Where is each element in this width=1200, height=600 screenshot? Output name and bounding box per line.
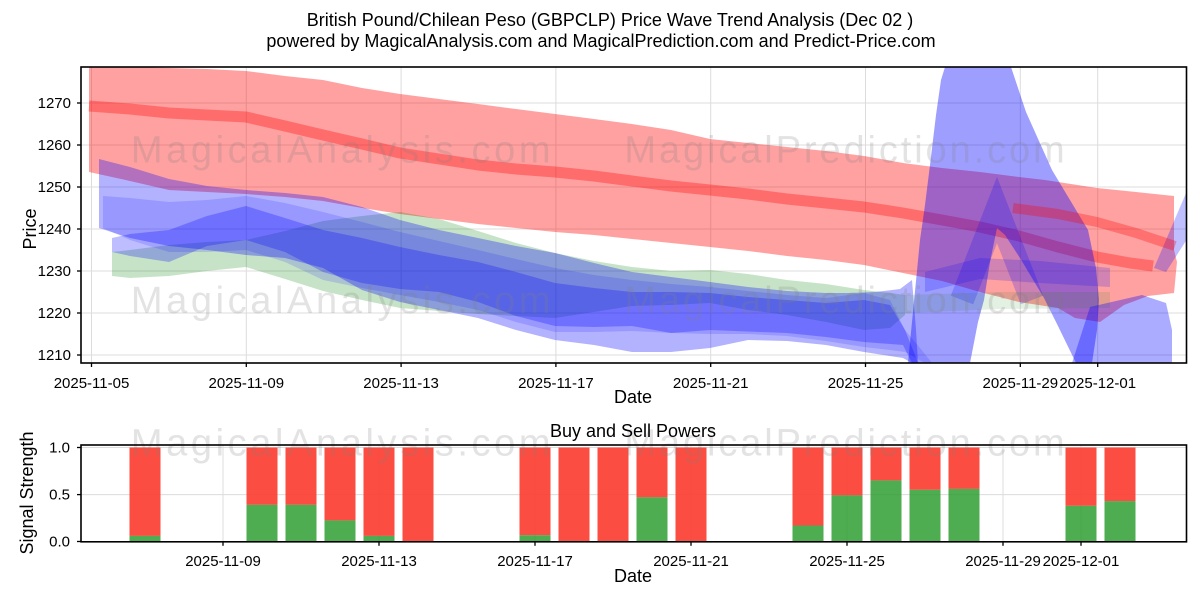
svg-text:2025-11-21: 2025-11-21 [673, 375, 749, 392]
svg-text:1210: 1210 [38, 347, 71, 364]
svg-text:1250: 1250 [38, 179, 71, 196]
svg-text:British Pound/Chilean Peso (GB: British Pound/Chilean Peso (GBPCLP) Pric… [307, 10, 914, 30]
svg-text:Buy and Sell Powers: Buy and Sell Powers [550, 421, 716, 441]
svg-text:Price: Price [20, 208, 40, 249]
svg-text:1260: 1260 [38, 137, 71, 154]
svg-text:Date: Date [614, 566, 652, 586]
svg-text:Date: Date [614, 387, 652, 407]
svg-text:1270: 1270 [38, 95, 71, 112]
svg-text:2025-11-25: 2025-11-25 [809, 553, 885, 570]
svg-text:2025-12-01: 2025-12-01 [1059, 375, 1136, 392]
svg-text:Signal Strength: Signal Strength [17, 431, 37, 554]
svg-text:1240: 1240 [38, 221, 71, 238]
svg-text:1.0: 1.0 [49, 440, 70, 457]
svg-text:2025-11-29: 2025-11-29 [982, 375, 1058, 392]
svg-text:2025-11-09: 2025-11-09 [185, 553, 261, 570]
svg-text:0.0: 0.0 [49, 534, 70, 551]
svg-text:MagicalAnalysis.com: MagicalAnalysis.com [131, 423, 554, 465]
svg-text:2025-11-13: 2025-11-13 [341, 553, 417, 570]
svg-text:2025-11-13: 2025-11-13 [363, 375, 439, 392]
svg-text:2025-11-21: 2025-11-21 [653, 553, 729, 570]
svg-text:1220: 1220 [38, 305, 71, 322]
svg-text:2025-11-29: 2025-11-29 [965, 553, 1041, 570]
svg-text:2025-12-01: 2025-12-01 [1043, 553, 1120, 570]
svg-text:MagicalPrediction.com: MagicalPrediction.com [624, 130, 1067, 172]
svg-text:powered by MagicalAnalysis.com: powered by MagicalAnalysis.com and Magic… [266, 31, 935, 51]
svg-text:2025-11-17: 2025-11-17 [497, 553, 573, 570]
svg-text:MagicalAnalysis.com: MagicalAnalysis.com [131, 280, 554, 322]
svg-text:2025-11-25: 2025-11-25 [828, 375, 904, 392]
svg-text:2025-11-17: 2025-11-17 [518, 375, 594, 392]
svg-text:2025-11-09: 2025-11-09 [208, 375, 284, 392]
svg-text:1230: 1230 [38, 263, 71, 280]
svg-text:MagicalPrediction.com: MagicalPrediction.com [624, 423, 1067, 465]
svg-text:MagicalPrediction.com: MagicalPrediction.com [624, 280, 1067, 322]
svg-text:MagicalAnalysis.com: MagicalAnalysis.com [131, 130, 554, 172]
svg-text:0.5: 0.5 [49, 487, 70, 504]
svg-text:2025-11-05: 2025-11-05 [54, 375, 130, 392]
